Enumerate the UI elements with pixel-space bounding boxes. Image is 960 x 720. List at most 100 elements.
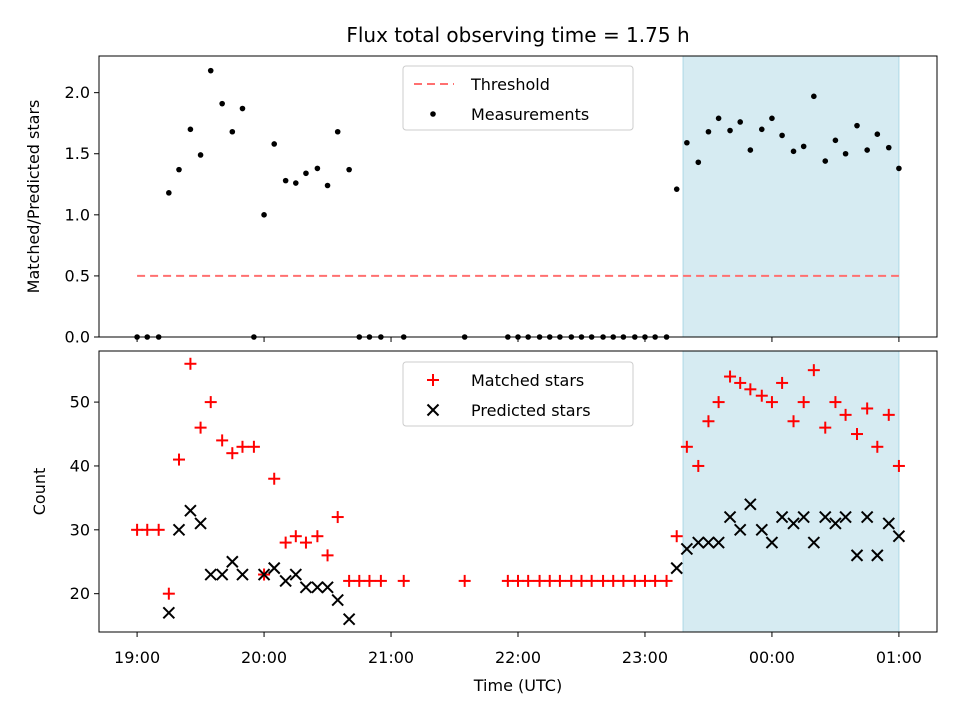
count-x-tick-label: 21:00	[368, 648, 414, 667]
matched-star-point	[226, 447, 239, 460]
legend-plus-marker	[427, 374, 439, 386]
x-stroke-b	[892, 529, 906, 543]
matched-star-point	[670, 530, 683, 543]
matched-star-point	[553, 574, 566, 587]
matched-star-point	[131, 523, 144, 536]
count-panel: 20 30 40 50 19:00 20:00 21:00 22:00 23:00 00:00 0…	[30, 350, 938, 695]
matched-star-point	[861, 402, 874, 415]
matched-star-point	[321, 549, 334, 562]
ratio-y-axis-label: Matched/Predicted stars	[24, 100, 43, 294]
matched-star-point	[617, 574, 630, 587]
x-stroke-b	[723, 510, 737, 524]
matched-star-point	[734, 376, 747, 389]
ratio-plot-frame	[98, 55, 938, 338]
predicted-star-point	[268, 561, 281, 575]
legend-matched-swatch	[427, 374, 439, 386]
count-y-tick-label: 30	[70, 520, 90, 539]
count-y-axis-label: Count	[30, 468, 49, 516]
predicted-star-point	[860, 510, 874, 524]
matched-star-point	[374, 574, 387, 587]
count-y-ticks: 20 30 40 50	[70, 393, 99, 603]
measurement-point	[219, 100, 225, 107]
measurement-point	[811, 93, 817, 100]
matched-star-point	[702, 415, 715, 428]
ratio-y-tick-label: 1.0	[65, 205, 90, 224]
predicted-star-point	[807, 536, 821, 549]
x-axis-label: Time (UTC)	[473, 676, 562, 695]
matched-star-point	[585, 574, 598, 587]
predicted-star-point	[765, 536, 779, 549]
measurement-point	[790, 148, 797, 155]
x-stroke-b	[279, 574, 292, 588]
matched-star-point	[744, 383, 757, 396]
x-stroke-b	[162, 606, 176, 620]
predicted-star-point	[882, 517, 895, 530]
x-stroke-b	[268, 561, 281, 575]
x-stroke-b	[755, 523, 768, 537]
matched-star-point	[692, 459, 705, 472]
measurement-point	[346, 166, 352, 173]
measurement-point	[727, 127, 733, 134]
matched-star-point	[638, 574, 651, 587]
measurement-point	[187, 126, 194, 133]
matched-star-point	[565, 574, 578, 587]
predicted-star-point	[744, 498, 757, 511]
measurement-point	[293, 180, 299, 186]
matched-star-point	[597, 574, 610, 587]
predicted-star-point	[829, 517, 842, 530]
x-stroke-b	[342, 613, 356, 626]
matched-star-point	[882, 408, 895, 421]
count-x-tick-label: 01:00	[876, 648, 922, 667]
x-stroke-b	[204, 568, 217, 581]
matched-star-point	[279, 536, 292, 549]
x-stroke-b	[882, 517, 895, 530]
matched-star-point	[543, 574, 556, 587]
predicted-star-point	[723, 510, 737, 524]
x-stroke-b	[311, 581, 324, 594]
matched-star-point	[236, 440, 249, 453]
measurement-point	[896, 165, 902, 172]
predicted-star-point	[850, 549, 864, 562]
matched-star-point	[787, 415, 800, 428]
measurement-point	[324, 182, 331, 189]
matched-star-point	[649, 574, 662, 587]
predicted-star-point	[892, 529, 906, 543]
measurement-point	[314, 165, 321, 172]
measurement-point	[207, 67, 214, 74]
predicted-star-point	[162, 606, 176, 620]
matched-star-point	[363, 574, 376, 587]
x-stroke-b	[871, 549, 884, 562]
measurement-point	[747, 147, 754, 153]
matched-stars-points	[131, 357, 905, 600]
measurement-point	[695, 159, 702, 166]
matched-star-point	[299, 536, 312, 549]
measurement-point	[684, 139, 690, 146]
legend-threshold-label: Threshold	[470, 75, 550, 94]
measurement-point	[705, 128, 712, 135]
predicted-star-point	[289, 568, 303, 581]
predicted-star-point	[819, 510, 832, 524]
measurement-point	[197, 152, 204, 158]
matched-star-point	[216, 434, 229, 447]
legend-x-marker	[426, 403, 440, 417]
x-stroke-b	[236, 568, 249, 581]
predicted-star-point	[311, 581, 324, 594]
x-stroke-b	[775, 510, 789, 524]
predicted-star-point	[204, 568, 217, 581]
legend-measurements-swatch	[430, 111, 436, 117]
measurement-point	[239, 105, 246, 112]
matched-star-point	[871, 440, 884, 453]
predicted-star-point	[321, 581, 334, 594]
matched-star-point	[660, 574, 673, 587]
matched-star-point	[162, 587, 175, 600]
predicted-star-point	[839, 510, 852, 524]
measurement-point	[864, 147, 870, 153]
matched-star-point	[765, 396, 778, 409]
predicted-star-point	[787, 517, 800, 530]
measurement-point	[822, 158, 829, 164]
predicted-star-point	[172, 523, 186, 537]
matched-star-point	[152, 523, 165, 536]
x-stroke-b	[797, 510, 810, 524]
matched-star-point	[575, 574, 588, 587]
matched-star-point	[204, 396, 217, 409]
